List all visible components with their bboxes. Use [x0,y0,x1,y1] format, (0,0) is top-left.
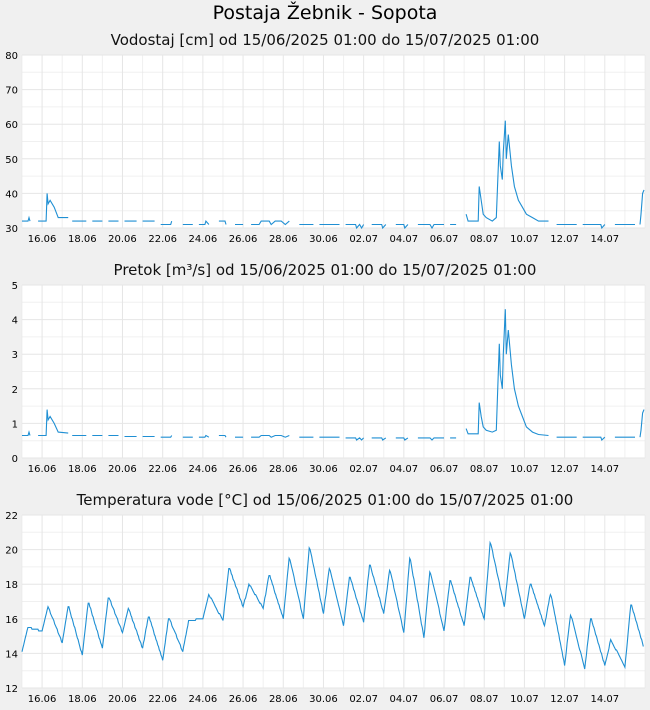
x-tick-label: 26.06 [229,234,258,245]
y-tick-label: 20 [5,546,18,557]
x-tick-label: 02.07 [349,694,378,705]
x-tick-label: 06.07 [430,694,459,705]
x-tick-label: 14.07 [590,234,619,245]
x-tick-label: 20.06 [108,694,137,705]
y-tick-label: 14 [5,649,18,660]
y-tick-label: 16 [5,615,18,626]
x-tick-label: 10.07 [510,234,539,245]
x-tick-label: 22.06 [148,464,177,475]
x-tick-label: 12.07 [550,464,579,475]
x-tick-label: 12.07 [550,234,579,245]
x-tick-label: 22.06 [148,694,177,705]
x-tick-label: 30.06 [309,694,338,705]
x-tick-label: 16.06 [28,464,57,475]
x-tick-label: 14.07 [590,694,619,705]
y-tick-label: 70 [5,86,18,97]
x-tick-label: 18.06 [68,234,97,245]
y-tick-label: 1 [12,419,18,430]
x-tick-label: 22.06 [148,234,177,245]
y-tick-label: 60 [5,120,18,131]
x-tick-label: 04.07 [390,464,419,475]
chart-title: Pretok [m³/s] od 15/06/2025 01:00 do 15/… [114,261,537,279]
x-tick-label: 12.07 [550,694,579,705]
x-tick-label: 14.07 [590,464,619,475]
y-tick-label: 22 [5,511,18,522]
x-tick-label: 02.07 [349,234,378,245]
page-title: Postaja Žebnik - Sopota [212,2,438,24]
series-line [21,540,644,670]
x-tick-label: 28.06 [269,464,298,475]
y-tick-label: 4 [12,316,18,327]
x-tick-label: 30.06 [309,234,338,245]
chart-panel-1: Vodostaj [cm] od 15/06/2025 01:00 do 15/… [5,31,646,245]
y-tick-label: 18 [5,580,18,591]
x-tick-label: 28.06 [269,234,298,245]
x-tick-label: 10.07 [510,464,539,475]
x-tick-label: 08.07 [470,694,499,705]
y-tick-label: 50 [5,155,18,166]
x-tick-label: 18.06 [68,694,97,705]
y-tick-label: 3 [12,350,18,361]
x-tick-label: 24.06 [189,234,218,245]
y-tick-label: 30 [5,224,18,235]
y-tick-label: 12 [5,684,18,695]
x-tick-label: 04.07 [390,234,419,245]
y-tick-label: 0 [12,454,18,465]
series-line [22,309,645,441]
x-tick-label: 16.06 [28,234,57,245]
chart-title: Temperatura vode [°C] od 15/06/2025 01:0… [76,491,574,509]
x-tick-label: 28.06 [269,694,298,705]
x-tick-label: 24.06 [189,694,218,705]
x-tick-label: 18.06 [68,464,97,475]
y-tick-label: 40 [5,189,18,200]
chart-panel-3: Temperatura vode [°C] od 15/06/2025 01:0… [5,491,646,705]
x-tick-label: 08.07 [470,464,499,475]
x-tick-label: 20.06 [108,234,137,245]
x-tick-label: 26.06 [229,694,258,705]
x-tick-label: 16.06 [28,694,57,705]
x-tick-label: 30.06 [309,464,338,475]
y-tick-label: 5 [12,281,18,292]
x-tick-label: 26.06 [229,464,258,475]
y-tick-label: 2 [12,385,18,396]
series-line [22,120,645,230]
y-tick-label: 80 [5,51,18,62]
x-tick-label: 20.06 [108,464,137,475]
chart-title: Vodostaj [cm] od 15/06/2025 01:00 do 15/… [111,31,540,49]
x-tick-label: 10.07 [510,694,539,705]
x-tick-label: 06.07 [430,234,459,245]
chart-panel-2: Pretok [m³/s] od 15/06/2025 01:00 do 15/… [12,261,646,475]
x-tick-label: 02.07 [349,464,378,475]
x-tick-label: 08.07 [470,234,499,245]
x-tick-label: 06.07 [430,464,459,475]
x-tick-label: 24.06 [189,464,218,475]
x-tick-label: 04.07 [390,694,419,705]
